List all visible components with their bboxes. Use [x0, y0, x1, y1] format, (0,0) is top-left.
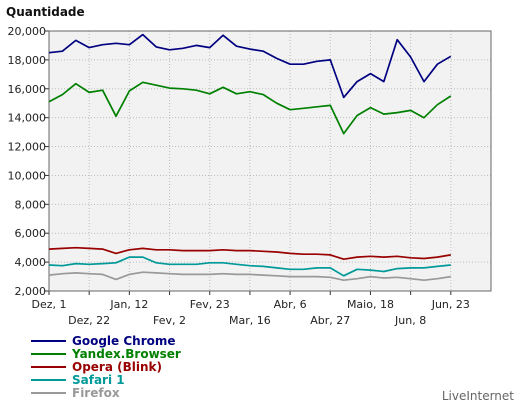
series-line-google-chrome	[48, 33, 452, 99]
x-tick-label: Jun, 8	[394, 314, 426, 327]
series-lines	[48, 33, 452, 282]
x-tick-label: Dez, 1	[31, 298, 66, 311]
legend-label-opera-blink: Opera (Blink)	[72, 360, 162, 374]
x-tick-label: Abr, 27	[310, 314, 350, 327]
y-tick-label: 18,000	[8, 54, 47, 67]
x-tick-label: Abr, 6	[274, 298, 307, 311]
series-line-safari-1	[48, 256, 451, 277]
chart-title: Quantidade	[6, 5, 85, 19]
y-tick-label: 6,000	[15, 227, 47, 240]
series-line-firefox	[48, 271, 451, 282]
plot-area	[49, 31, 491, 291]
x-tick-label: Jun, 23	[431, 298, 470, 311]
x-tick-label: Fev, 23	[190, 298, 230, 311]
y-tick-label: 16,000	[8, 83, 47, 96]
series-line-opera-blink	[48, 246, 451, 261]
y-tick-label: 12,000	[8, 141, 47, 154]
legend-label-firefox: Firefox	[72, 386, 120, 400]
y-tick-label: 14,000	[8, 112, 47, 125]
x-tick-label: Fev, 2	[153, 314, 186, 327]
y-tick-label: 8,000	[15, 198, 47, 211]
legend-label-yandex-browser: Yandex.Browser	[71, 347, 181, 361]
series-line-yandex-browser	[48, 81, 452, 135]
x-tick-label: Jan, 12	[109, 298, 148, 311]
y-tick-label: 2,000	[15, 285, 47, 298]
legend-label-google-chrome: Google Chrome	[72, 334, 176, 348]
plot-border	[48, 30, 492, 292]
x-tick-label: Mar, 16	[229, 314, 271, 327]
credit-label: LiveInternet	[442, 389, 514, 403]
y-tick-label: 4,000	[15, 256, 47, 269]
legend-label-safari-1: Safari 1	[72, 373, 125, 387]
x-tick-label: Dez, 22	[68, 314, 110, 327]
y-tick-label: 10,000	[8, 169, 47, 182]
x-tick-label: Maio, 18	[347, 298, 394, 311]
y-tick-label: 20,000	[8, 25, 47, 38]
axes: 2,000 4,000 6,000 8,000 10,000 12,000 14,000 16…	[8, 25, 492, 327]
